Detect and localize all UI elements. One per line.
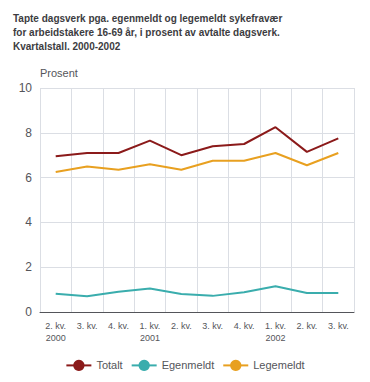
svg-text:4. kv.: 4. kv. <box>234 321 255 331</box>
svg-text:3. kv.: 3. kv. <box>328 321 349 331</box>
svg-text:2: 2 <box>25 260 32 274</box>
svg-text:10: 10 <box>19 81 33 95</box>
svg-text:4. kv.: 4. kv. <box>108 321 129 331</box>
svg-text:6: 6 <box>25 171 32 185</box>
svg-text:3. kv.: 3. kv. <box>202 321 223 331</box>
svg-text:2000: 2000 <box>46 333 66 343</box>
svg-text:Prosent: Prosent <box>40 67 78 79</box>
svg-text:2002: 2002 <box>265 333 285 343</box>
svg-text:2. kv.: 2. kv. <box>171 321 192 331</box>
svg-text:2001: 2001 <box>140 333 160 343</box>
svg-text:2. kv.: 2. kv. <box>45 321 66 331</box>
svg-text:0: 0 <box>25 305 32 319</box>
svg-text:3. kv.: 3. kv. <box>77 321 98 331</box>
svg-text:4: 4 <box>25 215 32 229</box>
svg-text:Egenmeldt: Egenmeldt <box>162 359 215 371</box>
svg-text:Tapte dagsverk pga. egenmeldt: Tapte dagsverk pga. egenmeldt og legemel… <box>13 13 282 24</box>
svg-text:1. kv.: 1. kv. <box>139 321 160 331</box>
svg-text:2. kv.: 2. kv. <box>296 321 317 331</box>
svg-text:1. kv.: 1. kv. <box>265 321 286 331</box>
svg-text:Totalt: Totalt <box>96 359 122 371</box>
svg-text:Kvartalstall. 2000-2002: Kvartalstall. 2000-2002 <box>13 41 121 52</box>
svg-text:for arbeidstakere 16-69 år, i: for arbeidstakere 16-69 år, i prosent av… <box>13 27 280 38</box>
svg-text:Legemeldt: Legemeldt <box>253 359 304 371</box>
svg-text:8: 8 <box>25 126 32 140</box>
